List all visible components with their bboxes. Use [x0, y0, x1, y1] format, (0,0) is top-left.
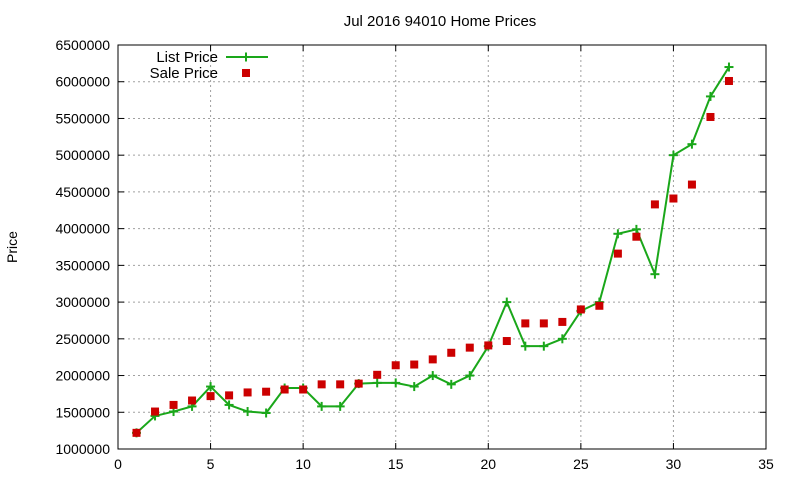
legend-marker-list-price [241, 52, 251, 62]
sale-price-point [613, 249, 622, 258]
y-tick-label: 4500000 [55, 184, 110, 200]
list-price-point [668, 150, 678, 160]
sale-price-point [225, 391, 234, 400]
y-axis-label: Price [4, 231, 20, 263]
x-tick-label: 30 [666, 456, 682, 472]
y-tick-label: 2000000 [55, 368, 110, 384]
sale-price-point [317, 380, 326, 389]
sale-price-point [650, 200, 659, 209]
sale-price-point [428, 355, 437, 364]
y-tick-label: 2500000 [55, 331, 110, 347]
x-tick-label: 20 [480, 456, 496, 472]
sale-price-point [447, 348, 456, 357]
y-tick-label: 5000000 [55, 147, 110, 163]
list-price-point [557, 334, 567, 344]
legend-label-list-price: List Price [156, 49, 218, 66]
sale-price-point [188, 396, 197, 405]
list-price-point [335, 401, 345, 411]
list-price-point [317, 401, 327, 411]
x-tick-label: 15 [388, 456, 404, 472]
sale-price-point [336, 380, 345, 389]
x-tick-label: 10 [295, 456, 311, 472]
sale-price-point [595, 301, 604, 310]
list-price-point [631, 224, 641, 234]
sale-price-point [706, 112, 715, 121]
sale-price-point [410, 360, 419, 369]
grid [118, 45, 766, 449]
axis-ticks: 1000000 1500000 2000000 2500000 3000000 35000… [55, 37, 774, 472]
list-price-point [687, 139, 697, 149]
series [132, 62, 734, 438]
sale-price-point [724, 76, 733, 85]
sale-price-point [558, 317, 567, 326]
sale-price-point [687, 180, 696, 189]
list-price-point [409, 382, 419, 392]
y-tick-label: 4000000 [55, 221, 110, 237]
list-price-point [539, 341, 549, 351]
list-price-point [520, 341, 530, 351]
y-tick-label: 3000000 [55, 294, 110, 310]
list-price-point [650, 269, 660, 279]
y-tick-label: 6000000 [55, 74, 110, 90]
sale-price-point [576, 305, 585, 314]
sale-price-point [169, 400, 178, 409]
sale-price-point [299, 385, 308, 394]
sale-price-point [484, 341, 493, 350]
list-price-point [705, 91, 715, 101]
list-price-point [261, 408, 271, 418]
sale-price-point [243, 388, 252, 397]
plot-border [117, 44, 767, 450]
list-price-point [206, 382, 216, 392]
sale-price-point [502, 337, 511, 346]
sale-price-point [151, 407, 160, 416]
legend-label-sale-price: Sale Price [150, 65, 218, 82]
sale-price-point [280, 385, 289, 394]
sale-price-point [632, 232, 641, 241]
list-price-point [391, 378, 401, 388]
list-price-point [465, 371, 475, 381]
sale-price-point [373, 370, 382, 379]
sale-price-point [132, 428, 141, 437]
y-tick-label: 3500000 [55, 257, 110, 273]
list-price-point [613, 229, 623, 239]
list-price-point [502, 297, 512, 307]
y-tick-label: 1500000 [55, 404, 110, 420]
sale-price-point [465, 343, 474, 352]
sale-price-point [391, 361, 400, 370]
list-price-point [724, 62, 734, 72]
series-sale-price [132, 76, 733, 437]
x-tick-label: 35 [758, 456, 774, 472]
list-price-point [224, 400, 234, 410]
x-tick-label: 5 [207, 456, 215, 472]
list-price-point [446, 379, 456, 389]
sale-price-point [539, 319, 548, 328]
y-tick-label: 1000000 [55, 441, 110, 457]
series-list-price [132, 62, 734, 438]
y-tick-label: 5500000 [55, 110, 110, 126]
chart-title: Jul 2016 94010 Home Prices [344, 13, 537, 30]
sale-price-point [521, 319, 530, 328]
legend-marker-sale-price [242, 69, 250, 77]
sale-price-point [669, 194, 678, 203]
list-price-point [243, 407, 253, 417]
sale-price-point [354, 379, 363, 388]
x-tick-label: 0 [114, 456, 122, 472]
list-price-point [428, 371, 438, 381]
y-tick-label: 6500000 [55, 37, 110, 53]
list-price-point [372, 378, 382, 388]
x-tick-label: 25 [573, 456, 589, 472]
sale-price-point [262, 387, 271, 396]
sale-price-point [206, 392, 215, 401]
